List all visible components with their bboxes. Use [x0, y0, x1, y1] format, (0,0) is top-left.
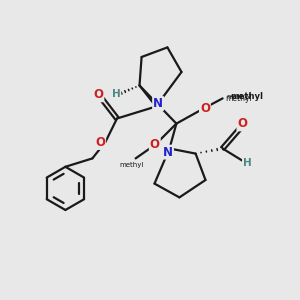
Text: methyl: methyl — [119, 162, 143, 168]
Text: N: N — [153, 97, 163, 110]
Text: N: N — [163, 146, 173, 159]
Text: H: H — [243, 158, 252, 168]
Text: methyl: methyl — [225, 94, 252, 103]
Text: methyl: methyl — [226, 94, 250, 100]
Text: O: O — [93, 88, 103, 101]
Text: methyl: methyl — [230, 92, 263, 101]
Text: H: H — [112, 89, 121, 100]
Text: O: O — [200, 101, 210, 115]
Text: O: O — [95, 136, 105, 149]
Text: O: O — [150, 138, 160, 151]
Text: O: O — [237, 117, 248, 130]
